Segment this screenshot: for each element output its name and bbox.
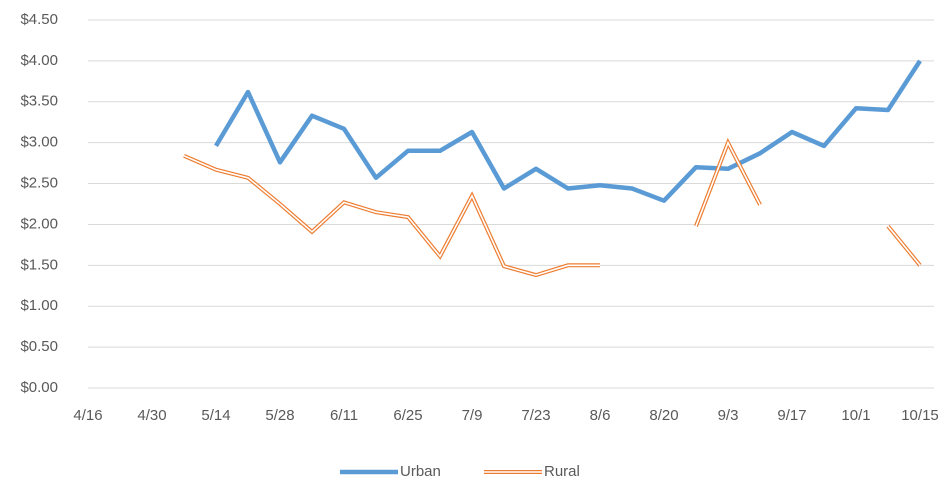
y-tick-label: $4.50	[20, 11, 58, 28]
x-tick-label: 4/16	[73, 407, 102, 424]
series-line	[214, 59, 922, 203]
x-tick-label: 6/25	[393, 407, 422, 424]
y-tick-label: $3.50	[20, 93, 58, 110]
y-tick-label: $1.00	[20, 297, 58, 314]
x-tick-label: 10/1	[841, 407, 870, 424]
series-line	[183, 137, 922, 278]
y-tick-label: $4.00	[20, 52, 58, 69]
legend-label: Urban	[400, 463, 441, 480]
y-tick-label: $0.50	[20, 338, 58, 355]
legend-label: Rural	[544, 463, 580, 480]
x-tick-label: 5/28	[265, 407, 294, 424]
x-tick-label: 4/30	[137, 407, 166, 424]
y-tick-label: $1.50	[20, 256, 58, 273]
y-tick-label: $2.50	[20, 175, 58, 192]
x-tick-label: 5/14	[201, 407, 230, 424]
series-line-inner	[183, 140, 921, 276]
x-tick-label: 9/17	[777, 407, 806, 424]
x-tick-label: 7/23	[521, 407, 550, 424]
x-tick-label: 6/11	[330, 407, 358, 424]
y-tick-label: $2.00	[20, 215, 58, 232]
y-tick-label: $3.00	[20, 134, 58, 151]
x-tick-label: 8/6	[590, 407, 611, 424]
x-tick-label: 7/9	[462, 407, 483, 424]
x-tick-label: 10/15	[901, 407, 939, 424]
x-tick-label: 9/3	[718, 407, 739, 424]
y-tick-label: $0.00	[20, 379, 58, 396]
x-tick-label: 8/20	[649, 407, 678, 424]
